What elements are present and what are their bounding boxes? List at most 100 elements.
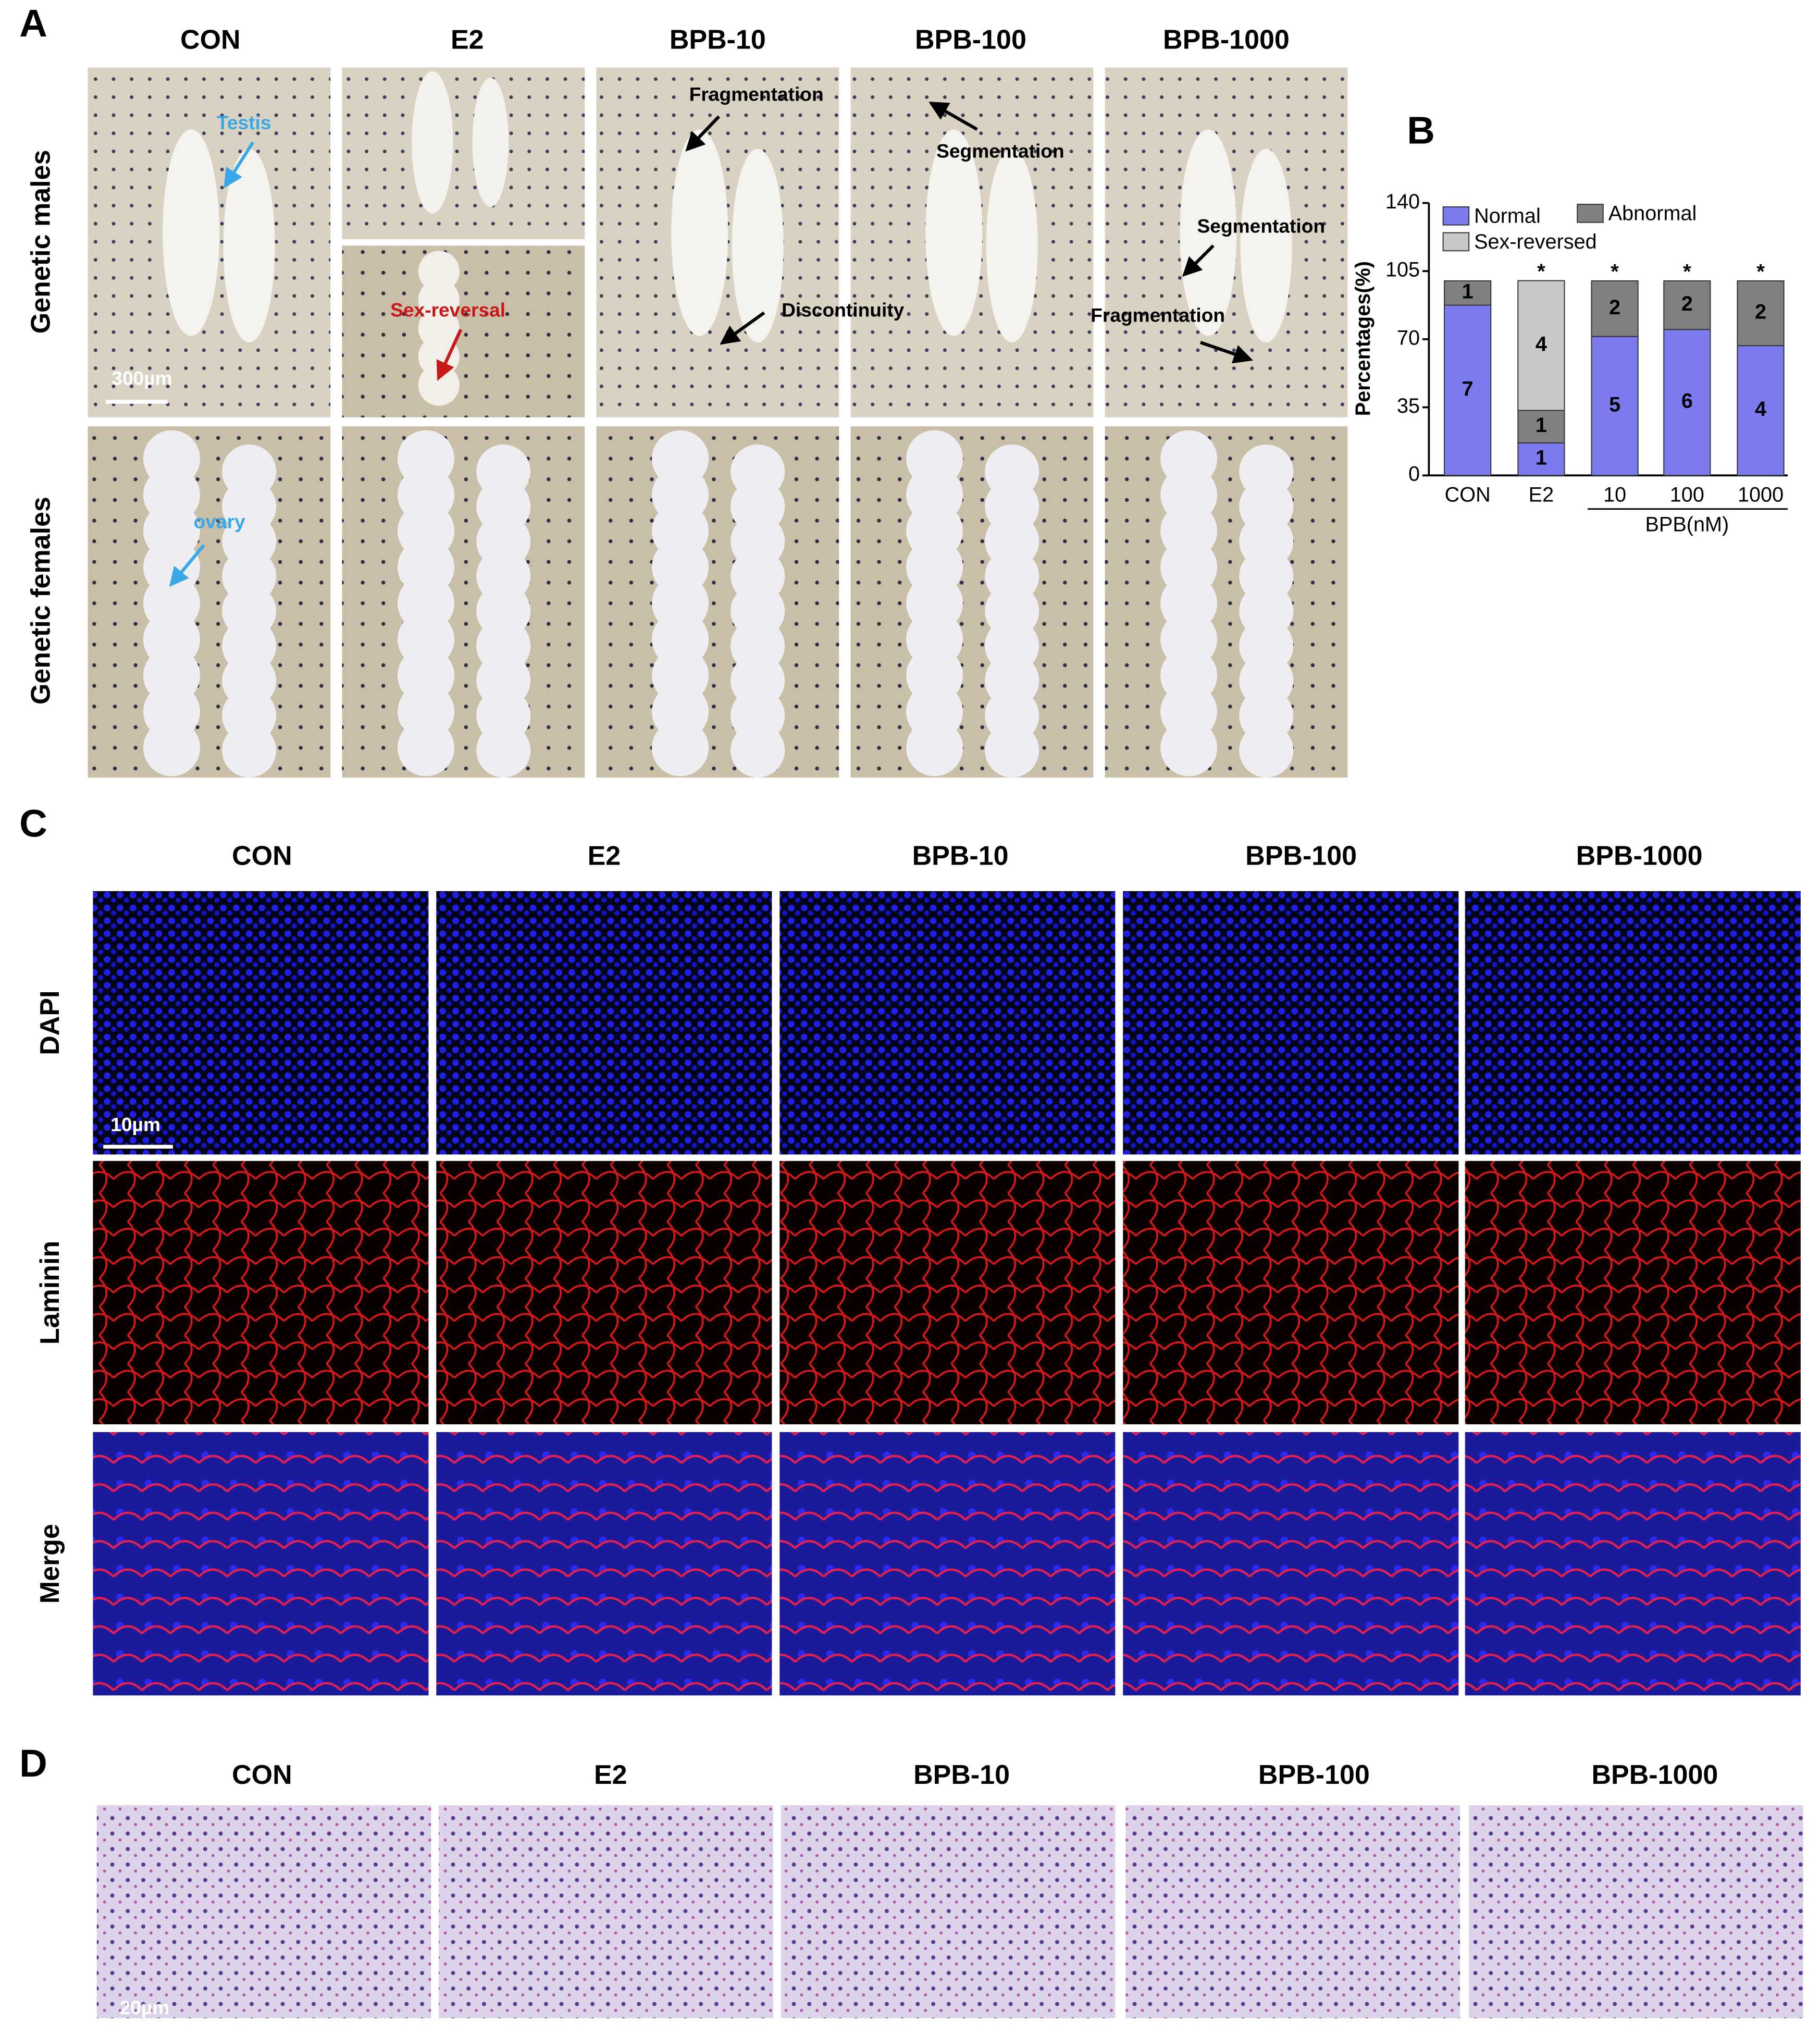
micrograph bbox=[96, 1805, 431, 2018]
annotation: Segmentation bbox=[936, 140, 1064, 162]
micrograph bbox=[439, 1805, 773, 2018]
gonad bbox=[418, 364, 460, 406]
photo bbox=[1105, 426, 1348, 778]
y-tick-label: 105 bbox=[1385, 258, 1420, 281]
gonad bbox=[652, 719, 709, 776]
significance-mark: * bbox=[1537, 260, 1545, 283]
column-header: BPB-1000 bbox=[1591, 1760, 1718, 1790]
count-label: 1 bbox=[1536, 447, 1547, 470]
row-label: Laminin bbox=[35, 1241, 65, 1345]
bar-segment bbox=[1663, 329, 1711, 476]
arrow bbox=[169, 544, 205, 587]
legend-label: Abnormal bbox=[1608, 202, 1697, 225]
legend-swatch bbox=[1442, 206, 1470, 226]
photo bbox=[596, 426, 839, 778]
row-label: Merge bbox=[35, 1524, 65, 1604]
legend-swatch bbox=[1577, 204, 1604, 223]
annotation: ovary bbox=[194, 511, 245, 533]
column-header: CON bbox=[180, 25, 241, 55]
micrograph bbox=[93, 1432, 429, 1696]
annotation: Testis bbox=[217, 112, 271, 133]
count-label: 1 bbox=[1536, 414, 1547, 437]
gonad bbox=[418, 307, 460, 349]
column-header: BPB-100 bbox=[1258, 1760, 1370, 1790]
legend-label: Normal bbox=[1474, 204, 1541, 227]
arrow bbox=[720, 311, 765, 345]
significance-mark: * bbox=[1756, 261, 1765, 283]
count-label: 4 bbox=[1536, 333, 1547, 356]
annotation: Segmentation bbox=[1197, 215, 1326, 237]
gonad bbox=[476, 723, 531, 778]
count-label: 2 bbox=[1755, 301, 1766, 324]
photo bbox=[342, 426, 585, 778]
arrow bbox=[685, 115, 721, 152]
count-label: 4 bbox=[1755, 398, 1766, 421]
count-label: 5 bbox=[1609, 393, 1620, 416]
column-header: BPB-10 bbox=[913, 1760, 1010, 1790]
micrograph bbox=[1125, 1805, 1460, 2018]
micrograph bbox=[1465, 1161, 1801, 1425]
x-tick-label: 1000 bbox=[1738, 483, 1784, 506]
bar-segment bbox=[1444, 304, 1492, 476]
x-tick-label: 10 bbox=[1603, 483, 1626, 506]
bar-segment bbox=[1591, 336, 1639, 476]
legend-label: Sex-reversed bbox=[1474, 230, 1597, 253]
bar-segment bbox=[1663, 280, 1711, 330]
y-tick-label: 140 bbox=[1385, 190, 1420, 213]
annotation: Sex-reversal bbox=[390, 299, 505, 320]
column-header: CON bbox=[232, 841, 292, 871]
gonad bbox=[731, 723, 785, 778]
photo bbox=[342, 245, 585, 417]
x-tick-label: 100 bbox=[1670, 483, 1704, 506]
annotation: Fragmentation bbox=[689, 83, 824, 105]
micrograph bbox=[1123, 891, 1459, 1155]
count-label: 6 bbox=[1681, 390, 1693, 413]
gonad bbox=[223, 149, 275, 343]
photo bbox=[88, 426, 331, 778]
micrograph bbox=[779, 891, 1116, 1155]
column-header: BPB-100 bbox=[915, 25, 1026, 55]
gonad bbox=[418, 279, 460, 320]
gonad bbox=[1160, 719, 1218, 776]
x-tick-label: CON bbox=[1445, 483, 1491, 506]
micrograph bbox=[1469, 1805, 1803, 2018]
y-tick-label: 70 bbox=[1397, 326, 1420, 349]
micrograph bbox=[779, 1161, 1116, 1425]
micrograph bbox=[1123, 1432, 1459, 1696]
column-header: E2 bbox=[594, 1760, 627, 1790]
arrow bbox=[1199, 341, 1254, 364]
panel-label: D bbox=[19, 1742, 47, 1785]
bar-segment bbox=[1737, 345, 1785, 476]
bar-segment bbox=[1444, 280, 1492, 306]
row-label: Genetic males bbox=[26, 150, 56, 334]
micrograph bbox=[779, 1432, 1116, 1696]
micrograph bbox=[93, 891, 429, 1155]
y-tick-label: 35 bbox=[1397, 395, 1420, 417]
gonad bbox=[925, 129, 983, 336]
micrograph bbox=[436, 1432, 772, 1696]
column-header: BPB-1000 bbox=[1576, 841, 1703, 871]
scale-bar-label: 20µm bbox=[120, 1996, 170, 2018]
column-header: E2 bbox=[588, 841, 621, 871]
significance-mark: * bbox=[1683, 261, 1691, 283]
column-header: E2 bbox=[451, 25, 484, 55]
gonad bbox=[418, 251, 460, 292]
arrow bbox=[928, 102, 978, 131]
row-label: Genetic females bbox=[26, 497, 56, 705]
legend-swatch bbox=[1442, 232, 1470, 252]
y-tick-label: 0 bbox=[1408, 463, 1420, 486]
column-header: BPB-10 bbox=[670, 25, 766, 55]
scale-bar-label: 300µm bbox=[112, 367, 172, 389]
bar-segment bbox=[1517, 442, 1565, 476]
significance-mark: * bbox=[1611, 261, 1619, 283]
micrograph bbox=[436, 1161, 772, 1425]
gonad bbox=[222, 723, 277, 778]
column-header: BPB-10 bbox=[912, 841, 1009, 871]
annotation: Fragmentation bbox=[1091, 304, 1225, 326]
micrograph bbox=[1123, 1161, 1459, 1425]
gonad bbox=[906, 719, 963, 776]
panel-label: B bbox=[1407, 108, 1435, 152]
micrograph bbox=[1465, 1432, 1801, 1696]
arrow bbox=[436, 329, 463, 381]
